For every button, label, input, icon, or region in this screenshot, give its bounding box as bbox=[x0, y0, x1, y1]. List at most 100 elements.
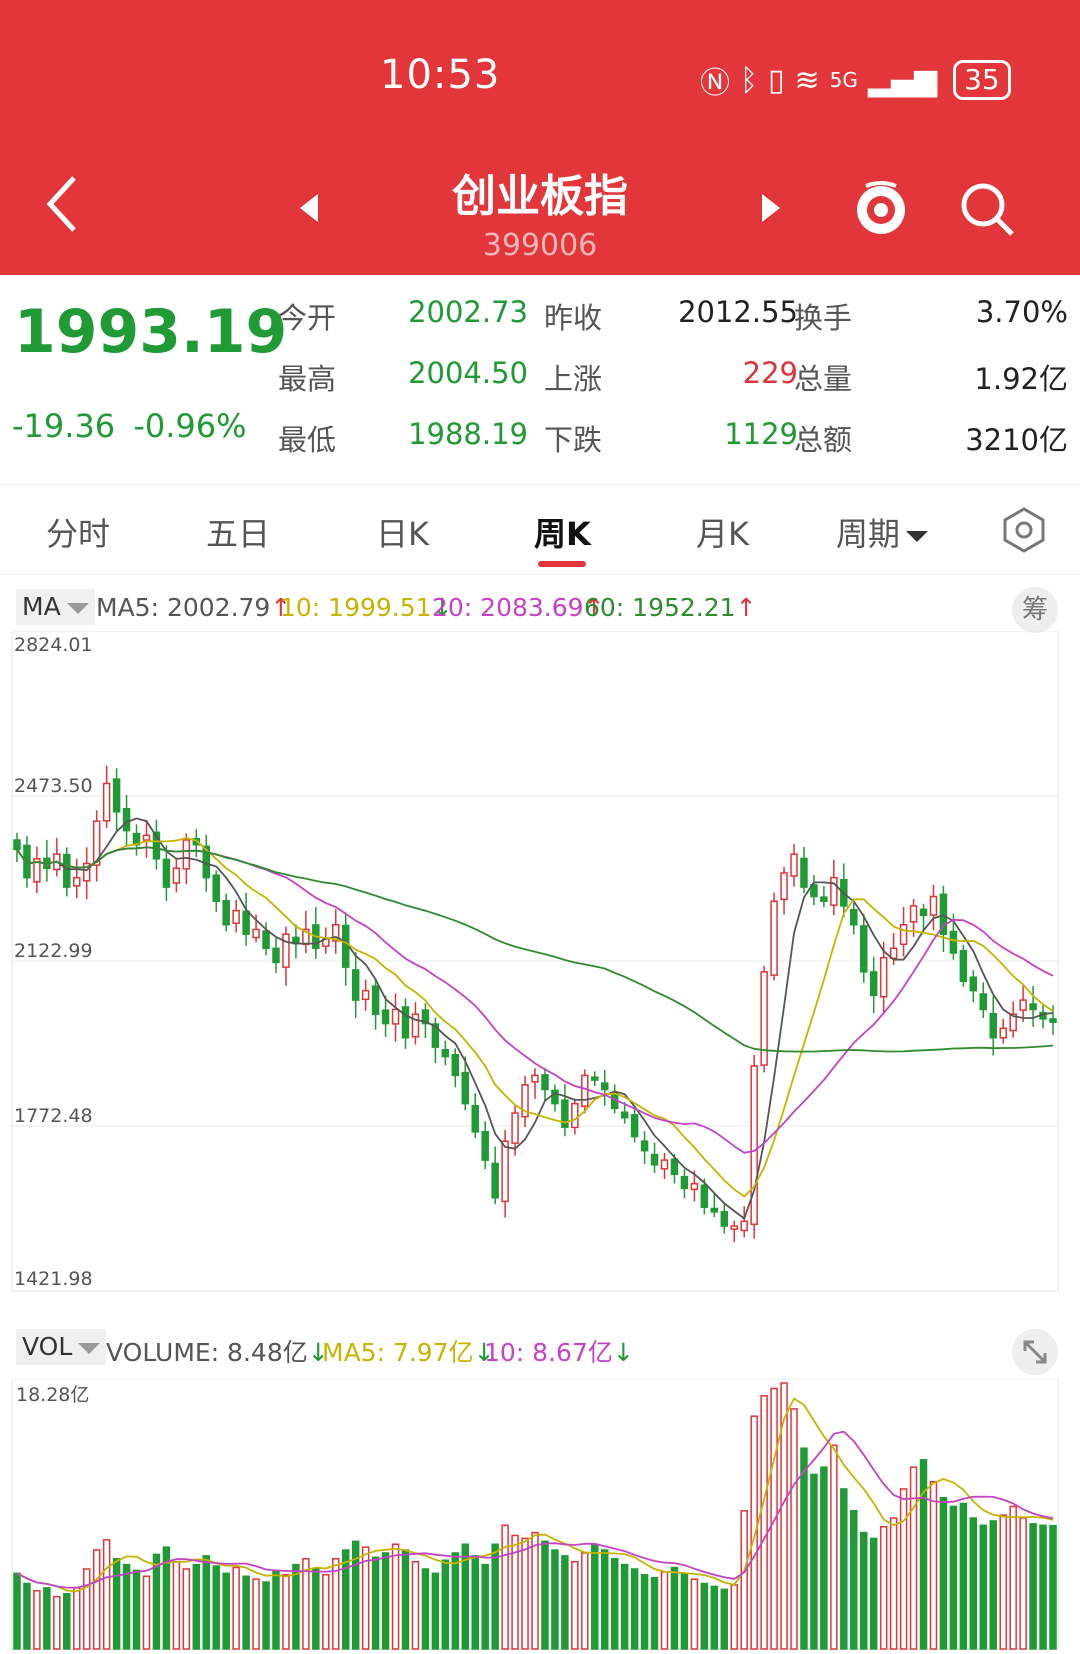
candle-body bbox=[889, 947, 898, 959]
tab-5[interactable]: 周期 bbox=[836, 509, 929, 555]
candle-body bbox=[212, 874, 220, 902]
tab-1[interactable]: 五日 bbox=[206, 515, 271, 553]
y-tick-label: 2824.01 bbox=[14, 634, 93, 656]
tab-2[interactable]: 日K bbox=[376, 515, 429, 553]
volume-bar bbox=[361, 1546, 370, 1650]
vibrate-icon: ▯ bbox=[768, 62, 785, 98]
volume-bar bbox=[690, 1578, 699, 1650]
volume-bar bbox=[1039, 1524, 1047, 1650]
candle-body bbox=[929, 895, 938, 916]
candlestick-chart[interactable]: 2824.01 2473.50 2122.99 1772.48 1421.98 bbox=[0, 631, 1080, 1311]
trend-arrow-icon: ↓ bbox=[307, 1338, 329, 1367]
quote-panel: 1993.19 -19.36 -0.96% 今开 2002.73 昨收 2012.55… bbox=[0, 275, 1080, 485]
candle-body bbox=[13, 839, 21, 851]
candle-body bbox=[361, 989, 370, 1001]
quote-label: 总额 bbox=[794, 423, 853, 457]
search-icon[interactable] bbox=[958, 180, 1016, 238]
volume-bar bbox=[600, 1549, 609, 1650]
candle-body bbox=[341, 924, 350, 968]
candle-body bbox=[730, 1225, 738, 1230]
y-tick-label: 1421.98 bbox=[14, 1268, 93, 1290]
candle-body bbox=[491, 1162, 499, 1199]
quote-value: 3210亿 bbox=[965, 423, 1068, 457]
volume-bar bbox=[82, 1568, 91, 1650]
candle-body bbox=[660, 1159, 669, 1170]
volume-bar bbox=[790, 1408, 798, 1650]
ma60-line bbox=[16, 846, 1054, 1053]
volume-legend: VOL VOLUME: 8.48亿↓ MA5: 7.97亿↓ 10: 8.67亿↓ bbox=[12, 1327, 1072, 1367]
volume-bar bbox=[899, 1488, 908, 1650]
candle-body bbox=[262, 930, 270, 950]
candle-body bbox=[810, 884, 818, 898]
ma-legend-text: 20: 2083.69 bbox=[432, 593, 584, 622]
volume-bar bbox=[451, 1552, 460, 1650]
volume-bar bbox=[740, 1510, 748, 1650]
candle-body bbox=[162, 858, 171, 888]
settings-hexagon-icon[interactable] bbox=[1000, 506, 1048, 554]
volume-bar bbox=[332, 1558, 340, 1650]
volume-bar bbox=[800, 1447, 808, 1650]
ma-legend-text: 60: 1952.21 bbox=[584, 593, 736, 622]
candle-body bbox=[73, 876, 81, 887]
candle-body bbox=[680, 1175, 689, 1190]
tab-0[interactable]: 分时 bbox=[46, 515, 111, 553]
volume-bar bbox=[840, 1488, 848, 1650]
volume-bar bbox=[760, 1395, 768, 1650]
volume-bar bbox=[13, 1572, 21, 1650]
volume-bar bbox=[1019, 1517, 1027, 1650]
candle-body bbox=[640, 1140, 649, 1152]
trend-arrow-icon: ↓ bbox=[612, 1338, 634, 1367]
volume-bar bbox=[112, 1558, 121, 1650]
dropdown-caret-icon bbox=[66, 602, 89, 614]
expand-icon[interactable] bbox=[1012, 1329, 1058, 1375]
prev-arrow-icon[interactable] bbox=[300, 194, 318, 222]
next-arrow-icon[interactable] bbox=[762, 194, 780, 222]
candle-body bbox=[531, 1074, 539, 1083]
robot-assistant-icon[interactable] bbox=[850, 176, 912, 238]
volume-chart[interactable]: 18.28亿 bbox=[0, 1379, 1080, 1654]
dropdown-caret-icon bbox=[78, 1342, 101, 1354]
tab-4[interactable]: 月K bbox=[696, 515, 749, 553]
quote-value: 3.70% bbox=[975, 295, 1068, 329]
chip-distribution-button[interactable]: 筹 bbox=[1012, 587, 1058, 633]
volume-bar bbox=[879, 1526, 888, 1650]
vol-selector[interactable]: VOL bbox=[16, 1329, 107, 1365]
volume-bar bbox=[192, 1563, 201, 1650]
vol-ma5-line bbox=[16, 1397, 1054, 1593]
volume-bar bbox=[272, 1569, 280, 1650]
volume-bar bbox=[680, 1572, 689, 1650]
candle-body bbox=[1029, 1003, 1037, 1011]
quote-row: 今开 2002.73 昨收 2012.55 换手 3.70% bbox=[278, 295, 1068, 335]
quote-value: 1988.19 bbox=[408, 417, 528, 451]
volume-bar bbox=[53, 1595, 61, 1650]
quote-value: 1.92亿 bbox=[974, 362, 1068, 396]
volume-bar bbox=[431, 1572, 440, 1650]
candle-body bbox=[332, 924, 340, 942]
back-icon[interactable] bbox=[40, 172, 88, 236]
tab-3[interactable]: 周K bbox=[534, 515, 591, 553]
candle-body bbox=[949, 930, 958, 954]
volume-bar bbox=[780, 1382, 788, 1650]
volume-bar bbox=[551, 1549, 559, 1650]
volume-bar bbox=[860, 1531, 868, 1650]
candle-body bbox=[222, 899, 230, 926]
candle-body bbox=[391, 1008, 400, 1025]
candle-body bbox=[252, 928, 260, 939]
volume-bar bbox=[202, 1555, 210, 1650]
volume-bar bbox=[371, 1556, 380, 1650]
candle-body bbox=[939, 893, 948, 935]
candle-body bbox=[740, 1220, 748, 1232]
candle-body bbox=[561, 1099, 569, 1128]
volume-bar bbox=[401, 1549, 410, 1650]
volume-bar bbox=[730, 1584, 738, 1650]
candle-body bbox=[82, 862, 91, 882]
ma-selector[interactable]: MA bbox=[16, 589, 95, 625]
candle-body bbox=[112, 778, 121, 813]
volume-bar bbox=[441, 1559, 450, 1650]
status-icons: Ⓝ ᛒ ▯ ≋ 5G ▂▄▆ 35 bbox=[700, 58, 1011, 102]
candle-body bbox=[1019, 999, 1027, 1011]
quote-label: 昨收 bbox=[544, 301, 603, 335]
candle-body bbox=[461, 1071, 470, 1105]
candle-body bbox=[102, 782, 111, 822]
volume-bar bbox=[511, 1534, 519, 1650]
